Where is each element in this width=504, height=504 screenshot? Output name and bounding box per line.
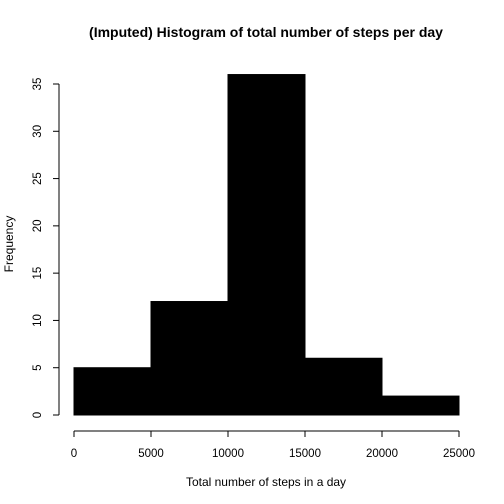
y-tick-label: 20 [32, 219, 44, 232]
x-tick-label: 15000 [289, 448, 321, 460]
y-tick-label: 35 [32, 78, 44, 91]
y-tick-label: 15 [32, 267, 44, 280]
histogram-bar-1 [73, 367, 152, 416]
histogram-bar-3 [227, 74, 306, 416]
chart-title: (Imputed) Histogram of total number of s… [89, 24, 443, 40]
histogram-bar-4 [304, 357, 383, 416]
histogram-bar-2 [150, 301, 229, 416]
y-tick-label: 0 [32, 412, 44, 418]
x-axis: 0 5000 10000 15000 20000 25000 [71, 430, 475, 460]
y-tick-label: 5 [32, 365, 44, 371]
x-tick-label: 20000 [366, 448, 398, 460]
y-tick-label: 10 [32, 314, 44, 327]
x-tick-label: 25000 [443, 448, 475, 460]
y-tick-label: 25 [32, 172, 44, 185]
x-axis-label: Total number of steps in a day [186, 475, 346, 489]
y-axis-label: Frequency [2, 216, 16, 273]
x-tick-label: 0 [71, 448, 77, 460]
bars-group [73, 74, 460, 416]
x-tick-label: 5000 [138, 448, 164, 460]
y-axis: 0 5 10 15 20 25 30 35 [32, 78, 60, 418]
x-tick-label: 10000 [212, 448, 244, 460]
histogram-bar-5 [381, 395, 460, 416]
y-tick-label: 30 [32, 125, 44, 138]
